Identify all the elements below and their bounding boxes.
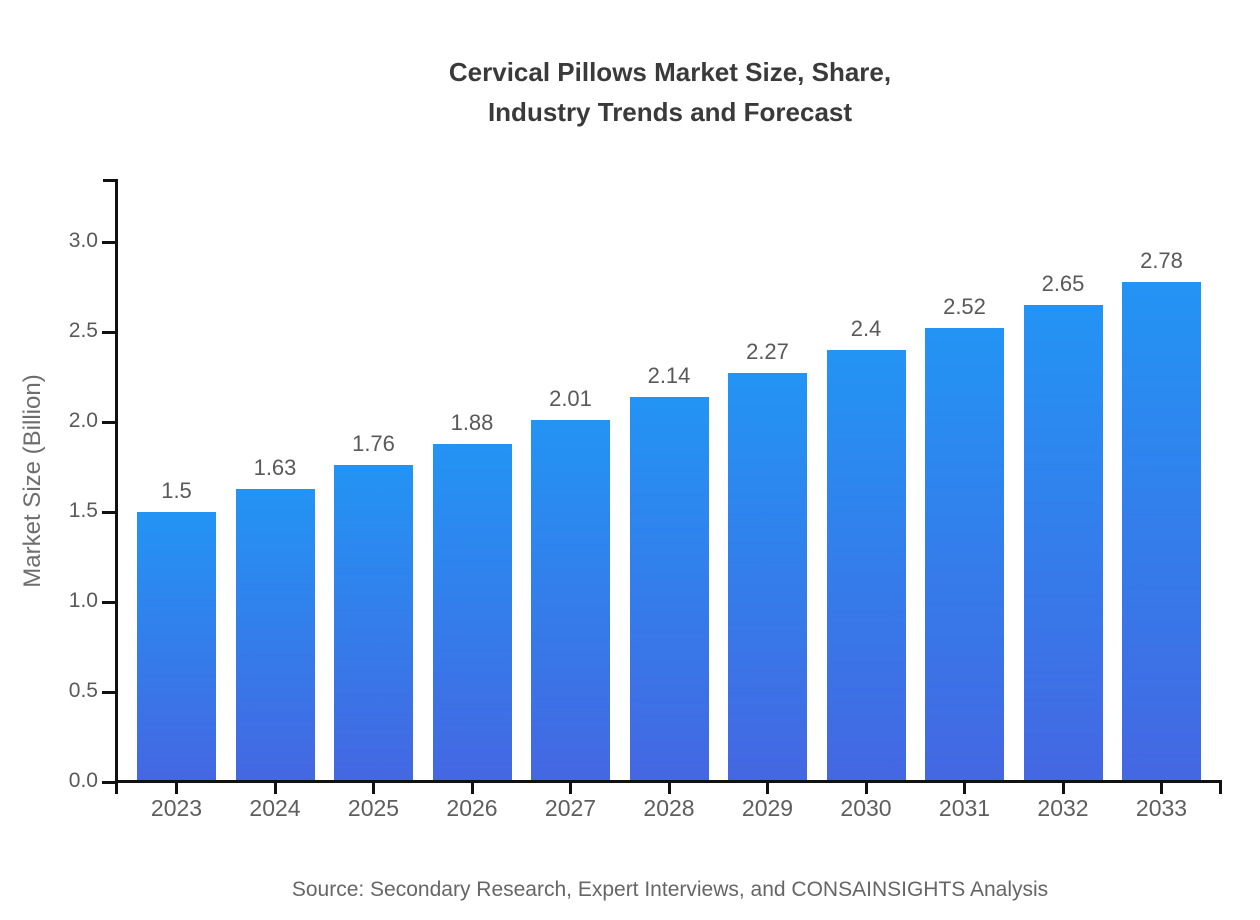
chart-title-line-1: Cervical Pillows Market Size, Share, bbox=[448, 57, 892, 87]
bar-2032 bbox=[1023, 305, 1103, 780]
x-tick-label-2032: 2032 bbox=[1037, 795, 1089, 821]
x-tick-label-2028: 2028 bbox=[643, 795, 695, 821]
y-tick-label-1.5: 1.5 bbox=[68, 499, 98, 522]
bar-2029 bbox=[728, 373, 807, 780]
bar-2028 bbox=[629, 396, 709, 780]
x-tick-2027 bbox=[569, 783, 572, 794]
x-tick-2029 bbox=[766, 783, 769, 794]
y-axis-title: Market Size (Billion) bbox=[19, 374, 46, 588]
x-tick-label-2031: 2031 bbox=[938, 795, 991, 821]
bar-value-label-2025: 1.76 bbox=[352, 431, 395, 457]
x-axis-line bbox=[115, 780, 1222, 783]
x-tick-2033 bbox=[1160, 783, 1163, 794]
bar-value-label-2027: 2.01 bbox=[549, 386, 592, 412]
x-tick-label-2023: 2023 bbox=[150, 795, 203, 821]
bar-2024 bbox=[235, 488, 315, 780]
bar-value-label-2023: 1.5 bbox=[161, 478, 192, 503]
bar-value-label-2028: 2.14 bbox=[647, 362, 691, 388]
chart-title: Cervical Pillows Market Size, Share, Ind… bbox=[80, 52, 1260, 132]
bar-value-label-2030: 2.4 bbox=[850, 316, 882, 341]
x-tick-label-2026: 2026 bbox=[446, 795, 498, 821]
x-tick-label-2029: 2029 bbox=[741, 795, 794, 821]
x-axis-right-cap bbox=[1219, 780, 1222, 794]
x-tick-2032 bbox=[1061, 783, 1065, 794]
x-tick-2028 bbox=[667, 783, 671, 794]
y-tick-label-0.0: 0.0 bbox=[68, 769, 98, 792]
y-tick-0.5 bbox=[102, 690, 115, 694]
x-tick-2031 bbox=[963, 783, 966, 794]
bar-2033 bbox=[1122, 281, 1201, 780]
x-tick-2026 bbox=[470, 783, 474, 794]
x-tick-2025 bbox=[372, 783, 375, 794]
chart-title-line-2: Industry Trends and Forecast bbox=[487, 97, 853, 127]
x-tick-label-2030: 2030 bbox=[840, 795, 892, 821]
x-tick-2023 bbox=[175, 783, 178, 794]
y-tick-0.0 bbox=[102, 780, 115, 784]
bar-value-label-2024: 1.63 bbox=[253, 454, 297, 480]
y-axis-top-cap bbox=[103, 179, 115, 182]
y-tick-label-0.5: 0.5 bbox=[68, 679, 98, 702]
y-tick-label-3.0: 3.0 bbox=[68, 229, 98, 252]
y-tick-2.0 bbox=[102, 420, 115, 424]
x-tick-2024 bbox=[273, 783, 277, 794]
y-tick-1.5 bbox=[102, 510, 115, 514]
bar-2025 bbox=[334, 465, 413, 780]
bar-2023 bbox=[137, 512, 216, 780]
source-caption: Source: Secondary Research, Expert Inter… bbox=[291, 878, 1049, 901]
x-tick-label-2025: 2025 bbox=[347, 795, 400, 821]
x-tick-2030 bbox=[864, 783, 868, 794]
x-axis-left-cap bbox=[115, 780, 118, 794]
y-tick-2.5 bbox=[102, 330, 115, 334]
y-tick-label-2.0: 2.0 bbox=[68, 409, 98, 432]
bar-2026 bbox=[432, 443, 512, 780]
y-tick-3.0 bbox=[102, 240, 115, 244]
y-tick-label-1.0: 1.0 bbox=[68, 589, 98, 612]
bar-value-label-2026: 1.88 bbox=[450, 409, 494, 435]
y-axis-line bbox=[115, 179, 118, 786]
x-tick-label-2024: 2024 bbox=[249, 795, 301, 821]
bar-value-label-2031: 2.52 bbox=[943, 294, 986, 320]
bar-2031 bbox=[925, 328, 1004, 780]
bar-value-label-2032: 2.65 bbox=[1041, 271, 1085, 296]
y-tick-1.0 bbox=[102, 600, 115, 604]
bar-value-label-2029: 2.27 bbox=[746, 339, 789, 365]
x-tick-label-2027: 2027 bbox=[544, 795, 597, 821]
bar-2027 bbox=[531, 420, 610, 780]
y-tick-label-2.5: 2.5 bbox=[68, 319, 98, 342]
bar-2030 bbox=[826, 350, 906, 780]
bar-value-label-2033: 2.78 bbox=[1140, 247, 1183, 273]
x-tick-label-2033: 2033 bbox=[1135, 795, 1188, 821]
